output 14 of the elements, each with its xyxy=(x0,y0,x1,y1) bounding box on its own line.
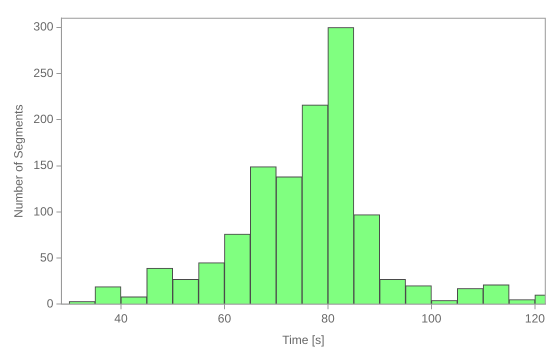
y-tick-label: 50 xyxy=(40,250,54,264)
x-tick-label: 40 xyxy=(114,312,128,326)
y-tick-label: 100 xyxy=(33,204,54,218)
x-tick-label: 60 xyxy=(218,312,232,326)
y-tick-label: 250 xyxy=(33,66,54,80)
y-tick-label: 0 xyxy=(46,296,54,311)
y-tick-label: 150 xyxy=(33,158,54,172)
x-tick-label: 80 xyxy=(321,312,335,326)
x-axis-title: Time [s] xyxy=(282,333,324,348)
y-tick-label: 200 xyxy=(33,112,54,126)
y-axis-title: Number of Segments xyxy=(12,104,26,218)
x-tick-label: 120 xyxy=(524,312,546,326)
x-tick-label: 100 xyxy=(421,312,442,326)
y-tick-label: 300 xyxy=(33,20,54,34)
